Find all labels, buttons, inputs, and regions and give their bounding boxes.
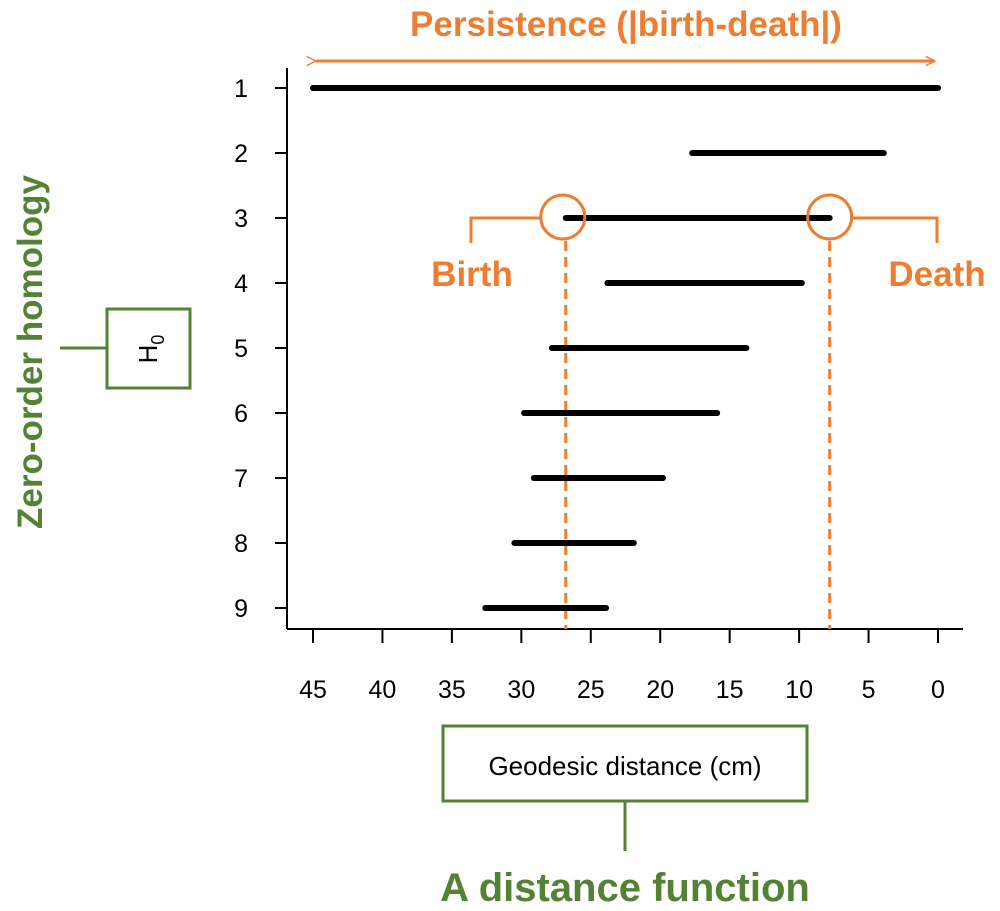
x-tick-label: 25 [577, 676, 605, 704]
x-tick-label: 0 [931, 676, 945, 704]
distance-function-label: A distance function [440, 866, 810, 910]
y-tick-label: 8 [234, 530, 248, 558]
y-tick-label: 5 [234, 335, 248, 363]
barcode-bars [310, 85, 941, 611]
x-tick-label: 20 [646, 676, 674, 704]
xlabel-text: Geodesic distance (cm) [488, 751, 761, 781]
y-tick-label: 7 [234, 465, 248, 493]
y-tick-label: 1 [234, 75, 248, 103]
birth-bracket [469, 216, 541, 243]
y-tick-label: 9 [234, 595, 248, 623]
h0-label: H0 [133, 335, 168, 364]
x-tick-label: 15 [716, 676, 744, 704]
zero-order-homology-label: Zero-order homology [11, 175, 50, 529]
y-axis-ticks: 1 2 3 4 5 6 7 8 9 [234, 75, 287, 623]
persistence-title: Persistence (|birth-death|) [410, 5, 842, 44]
h0-subscript: 0 [148, 335, 168, 345]
y-tick-label: 3 [234, 205, 248, 233]
birth-label: Birth [431, 255, 513, 294]
x-tick-label: 35 [438, 676, 466, 704]
y-tick-label: 4 [234, 270, 248, 298]
h0-box [105, 307, 192, 390]
x-tick-label: 45 [299, 676, 327, 704]
y-tick-label: 6 [234, 400, 248, 428]
h0-main: H [133, 345, 163, 364]
x-tick-label: 30 [507, 676, 535, 704]
y-tick-label: 2 [234, 140, 248, 168]
x-tick-label: 10 [785, 676, 813, 704]
x-tick-label: 40 [369, 676, 397, 704]
x-tick-label: 5 [862, 676, 876, 704]
x-axis-ticks: 45 40 35 30 25 20 15 10 5 0 [299, 629, 945, 704]
death-bracket [851, 216, 939, 243]
xlabel-box [441, 724, 809, 803]
highlight-markers [469, 193, 939, 243]
death-label: Death [888, 255, 985, 294]
birth-death-guides [564, 241, 832, 629]
